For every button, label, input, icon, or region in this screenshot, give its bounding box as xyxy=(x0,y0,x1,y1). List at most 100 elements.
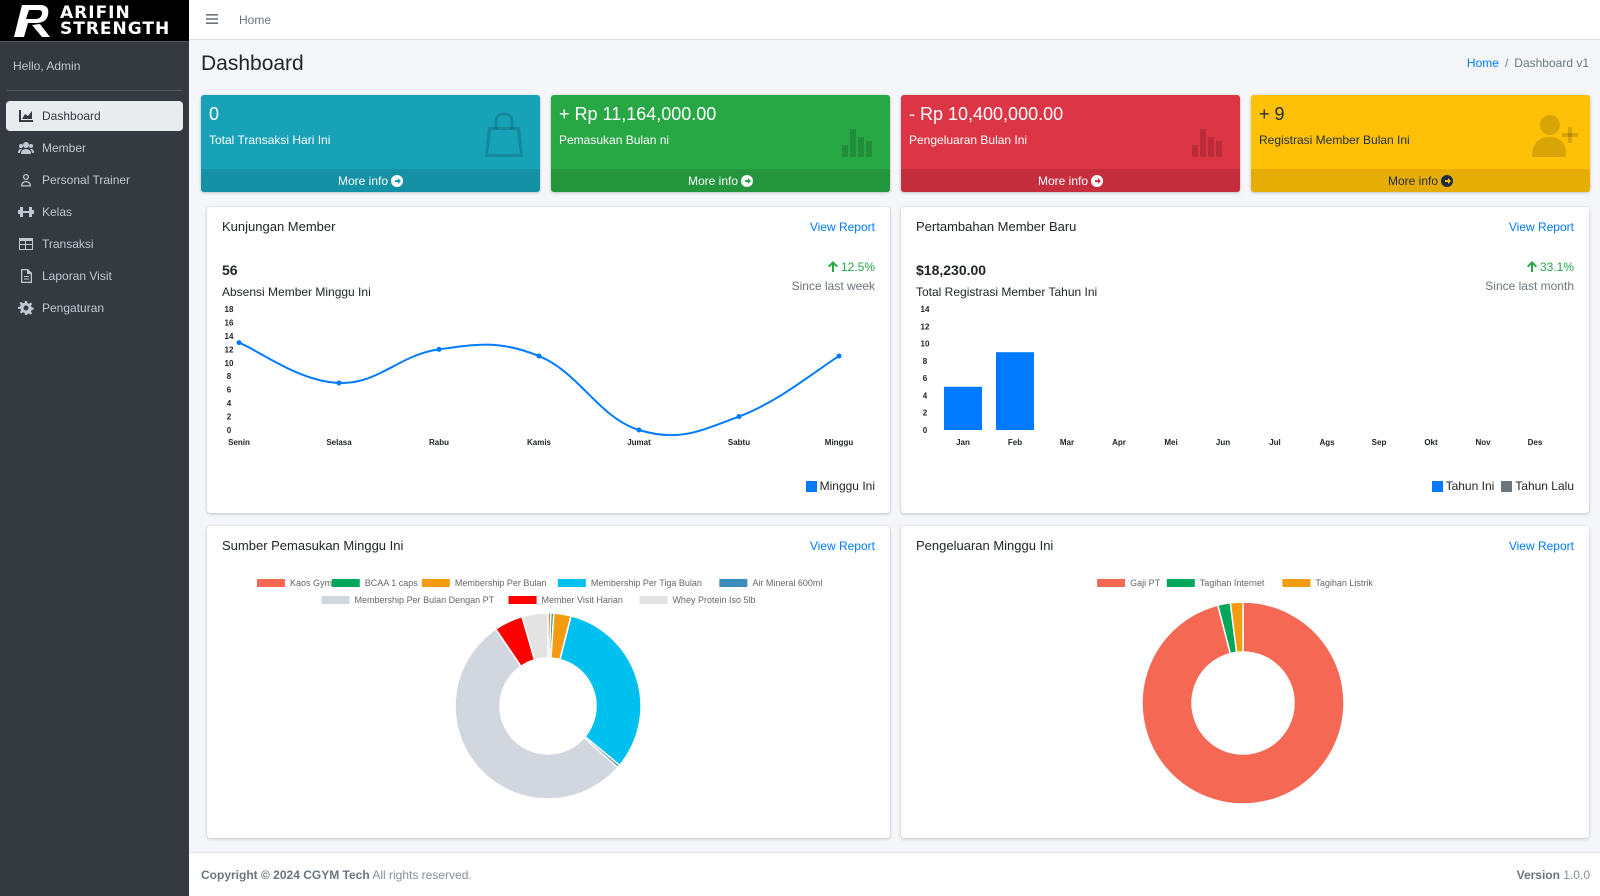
trend-since: Since last week xyxy=(791,279,875,293)
sidebar-item-personal-trainer[interactable]: Personal Trainer xyxy=(6,165,183,195)
sidebar-item-kelas[interactable]: Kelas xyxy=(6,197,183,227)
brand-line-2: STRENGTH xyxy=(60,18,171,39)
x-tick-label: Rabu xyxy=(429,438,449,447)
card-sumber-pemasukan: Sumber Pemasukan Minggu Ini View Report … xyxy=(207,526,890,838)
x-tick-label: Nov xyxy=(1475,438,1491,447)
x-tick-label: Mar xyxy=(1060,438,1074,447)
arrow-circle-right-icon xyxy=(1091,174,1104,187)
sidebar-item-pengaturan[interactable]: Pengaturan xyxy=(6,293,183,323)
more-info-link[interactable]: More info xyxy=(201,169,540,192)
legend-swatch xyxy=(508,596,537,604)
small-box-value: 0 xyxy=(209,104,220,124)
legend-label: Tahun Ini xyxy=(1445,479,1495,493)
footer-version-number: 1.0.0 xyxy=(1559,868,1590,882)
sidebar-nav: Dashboard Member Personal Trainer Kelas … xyxy=(0,91,189,335)
more-info-label: More info xyxy=(1387,173,1439,188)
chart-legend: Minggu Ini xyxy=(799,479,875,493)
more-info-link[interactable]: More info xyxy=(551,169,890,192)
top-navbar: Home xyxy=(189,0,1600,40)
gear-icon xyxy=(18,301,34,315)
small-box-label: Total Transaksi Hari Ini xyxy=(209,133,331,147)
footer-rights: All rights reserved. xyxy=(369,868,472,882)
sidebar-item-label: Member xyxy=(42,141,87,155)
x-tick-label: Des xyxy=(1528,438,1543,447)
arrow-up-icon xyxy=(827,261,838,272)
y-tick-label: 16 xyxy=(225,318,234,327)
legend-swatch xyxy=(321,596,350,604)
breadcrumb: Home / Dashboard v1 xyxy=(1467,56,1589,70)
y-tick-label: 0 xyxy=(227,426,232,435)
income-donut-chart: Kaos Gym BCAA 1 caps Membership Per Bulan M… xyxy=(256,578,822,800)
sidebar-item-label: Laporan Visit xyxy=(42,269,112,283)
legend-swatch xyxy=(805,480,817,492)
sidebar-item-transaksi[interactable]: Transaksi xyxy=(6,229,183,259)
more-info-label: More info xyxy=(337,173,389,188)
x-tick-label: Apr xyxy=(1112,438,1126,447)
expense-donut-chart: Gaji PT Tagihan Internet Tagihan Listrik xyxy=(1097,578,1373,805)
footer-copyright: Copyright © 2024 CGYM Tech All rights re… xyxy=(201,868,472,882)
more-info-link[interactable]: More info xyxy=(1251,169,1590,192)
x-tick-label: Okt xyxy=(1424,438,1438,447)
sidebar-item-dashboard[interactable]: Dashboard xyxy=(6,101,183,131)
data-point xyxy=(536,353,542,359)
view-report-link[interactable]: View Report xyxy=(809,539,875,553)
x-tick-label: Jan xyxy=(956,438,970,447)
stat-block: 56 Absensi Member Minggu Ini xyxy=(222,262,371,299)
sidebar-item-label: Kelas xyxy=(42,205,73,219)
stat-block: $18,230.00 Total Registrasi Member Tahun… xyxy=(916,262,1097,299)
x-tick-label: Sep xyxy=(1372,438,1387,447)
hamburger-icon xyxy=(206,13,218,24)
more-info-link[interactable]: More info xyxy=(901,169,1240,192)
y-tick-label: 6 xyxy=(923,374,928,383)
donut-slice xyxy=(521,612,549,661)
legend-label: Membership Per Bulan xyxy=(455,578,547,588)
small-box-pengeluaran: - Rp 10,400,000.00 Pengeluaran Bulan Ini… xyxy=(901,95,1240,192)
y-tick-label: 8 xyxy=(923,357,928,366)
view-report-link[interactable]: View Report xyxy=(1508,539,1574,553)
legend-label: Air Mineral 600ml xyxy=(752,578,822,588)
chart-legend: Tahun Ini Tahun Lalu xyxy=(1425,479,1574,493)
user-panel[interactable]: Hello, Admin xyxy=(7,42,182,91)
chart-area-icon xyxy=(19,110,33,122)
breadcrumb-home-link[interactable]: Home xyxy=(1466,56,1499,70)
small-box-value: + Rp 11,164,000.00 xyxy=(559,104,717,124)
legend-swatch xyxy=(1501,480,1513,492)
legend-label: Tagihan Listrik xyxy=(1315,578,1373,588)
stat-label: Absensi Member Minggu Ini xyxy=(222,285,371,299)
brand-logo-link[interactable]: ARIFIN STRENGTH xyxy=(0,0,189,42)
y-tick-label: 8 xyxy=(227,372,232,381)
x-tick-label: Ags xyxy=(1319,438,1335,447)
top-nav-home-link[interactable]: Home xyxy=(239,12,272,27)
donut-slice xyxy=(1229,601,1244,654)
x-tick-label: Senin xyxy=(228,438,250,447)
legend-swatch xyxy=(1097,579,1126,587)
legend-swatch xyxy=(421,579,450,587)
breadcrumb-separator: / xyxy=(1504,56,1509,70)
data-point xyxy=(736,414,742,420)
trend-percent: 33.1% xyxy=(1485,260,1574,274)
y-tick-label: 4 xyxy=(227,399,232,408)
stat-label: Total Registrasi Member Tahun Ini xyxy=(916,285,1098,299)
donut-slice xyxy=(559,615,642,767)
bar-chart-icon xyxy=(1192,129,1222,157)
legend-swatch xyxy=(719,579,748,587)
y-tick-label: 4 xyxy=(923,391,928,400)
y-tick-label: 12 xyxy=(225,345,234,354)
view-report-link[interactable]: View Report xyxy=(809,220,875,234)
legend-swatch xyxy=(639,596,668,604)
x-tick-label: Sabtu xyxy=(728,438,750,447)
small-box-label: Pemasukan Bulan ni xyxy=(559,133,670,147)
data-point xyxy=(836,353,842,359)
x-tick-label: Jul xyxy=(1269,438,1281,447)
stat-value: 56 xyxy=(222,262,238,278)
users-icon xyxy=(18,142,34,154)
sidebar-item-laporan-visit[interactable]: Laporan Visit xyxy=(6,261,183,291)
footer-copyright-label: Copyright © 2024 CGYM Tech xyxy=(201,868,370,882)
legend-label: Member Visit Harian xyxy=(542,595,623,605)
x-tick-label: Kamis xyxy=(527,438,552,447)
sidebar-item-member[interactable]: Member xyxy=(6,133,183,163)
arrow-circle-right-icon xyxy=(741,174,754,187)
menu-toggle-button[interactable] xyxy=(206,12,218,28)
view-report-link[interactable]: View Report xyxy=(1508,220,1574,234)
arrow-up-icon xyxy=(1526,261,1537,272)
